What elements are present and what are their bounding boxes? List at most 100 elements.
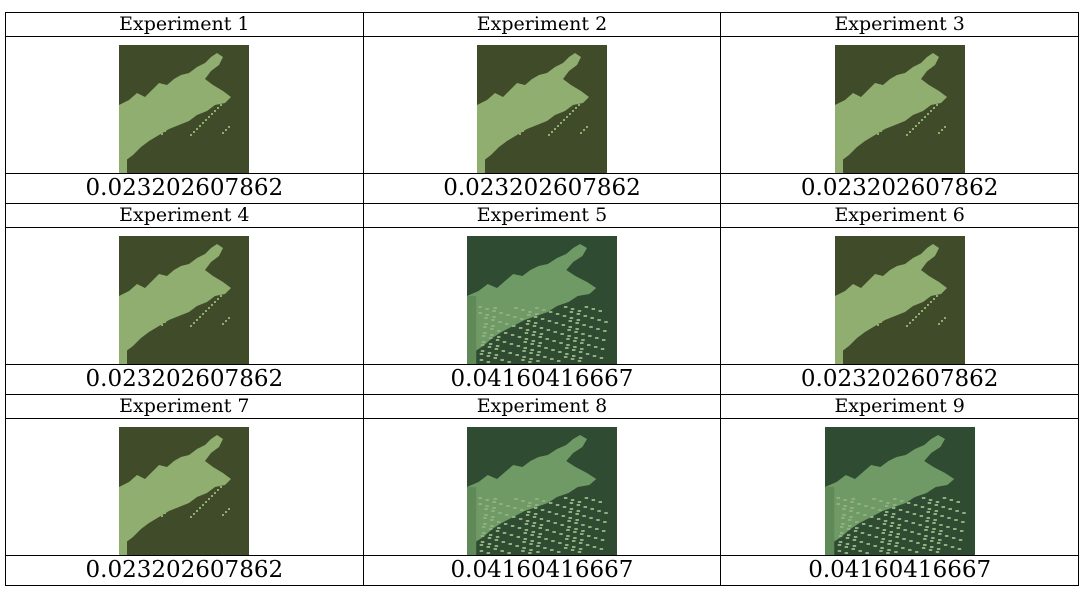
speckle xyxy=(226,98,229,100)
speckle xyxy=(524,523,529,525)
speckle xyxy=(837,544,841,546)
speckle xyxy=(525,323,530,325)
speckle xyxy=(907,549,912,551)
speckle xyxy=(569,317,574,319)
speckle xyxy=(553,522,557,524)
speckle xyxy=(914,316,917,318)
speckle xyxy=(908,131,911,133)
speckle xyxy=(591,308,596,310)
speckle xyxy=(881,538,885,540)
speckle xyxy=(561,515,566,517)
speckle xyxy=(547,134,550,136)
land-area xyxy=(824,435,954,547)
experiment-value: 0.023202607862 xyxy=(720,173,1079,204)
speckle xyxy=(555,504,560,506)
speckle xyxy=(585,544,590,546)
speckle xyxy=(576,510,581,512)
speckle xyxy=(480,350,485,352)
speckle xyxy=(208,307,211,309)
experiment-label: Experiment 5 xyxy=(362,203,722,228)
speckle xyxy=(147,117,150,119)
speckle xyxy=(961,512,966,514)
image-cell xyxy=(720,36,1079,174)
speckle xyxy=(159,296,162,298)
speckle xyxy=(927,502,931,504)
speckle xyxy=(222,323,225,325)
speckle xyxy=(167,318,170,320)
speckle xyxy=(568,320,572,322)
speckle xyxy=(852,545,856,547)
speckle xyxy=(905,325,908,327)
speckle xyxy=(156,299,159,301)
image-row xyxy=(5,36,1079,174)
speckle xyxy=(526,511,531,513)
speckle xyxy=(934,510,938,512)
speckle xyxy=(944,535,949,537)
speckle xyxy=(194,291,197,293)
speckle xyxy=(912,288,915,290)
speckle xyxy=(532,516,537,518)
speckle xyxy=(940,515,944,517)
experiment-value: 0.023202607862 xyxy=(5,364,364,395)
speckle xyxy=(161,324,164,326)
speckle xyxy=(159,105,162,107)
speckle xyxy=(876,324,879,326)
speckle xyxy=(220,295,223,297)
speckle xyxy=(578,357,583,359)
speckle xyxy=(852,539,856,541)
speckle xyxy=(509,343,514,345)
speckle xyxy=(940,129,943,131)
speckle xyxy=(532,331,537,333)
speckle xyxy=(950,546,954,548)
speckle xyxy=(191,294,194,296)
speckle xyxy=(582,324,586,326)
speckle xyxy=(586,344,591,346)
speckle xyxy=(197,479,200,481)
speckle xyxy=(908,540,913,542)
speckle xyxy=(568,326,572,328)
speckle xyxy=(559,342,563,344)
speckle xyxy=(875,527,879,529)
experiment-label: Experiment 8 xyxy=(362,394,722,419)
speckle xyxy=(877,509,882,511)
speckle xyxy=(905,134,908,136)
speckle xyxy=(577,551,582,553)
speckle xyxy=(191,103,194,105)
speckle xyxy=(565,116,568,118)
speckle xyxy=(506,314,510,316)
satellite-image xyxy=(119,427,250,555)
speckle xyxy=(897,524,901,526)
speckle xyxy=(205,310,208,312)
speckle xyxy=(561,324,566,326)
speckle xyxy=(838,535,842,537)
speckle xyxy=(949,499,953,501)
speckle xyxy=(493,498,497,500)
speckle xyxy=(958,539,962,541)
speckle xyxy=(485,314,489,316)
speckle xyxy=(162,102,165,104)
speckle xyxy=(532,325,537,327)
speckle xyxy=(906,294,909,296)
speckle xyxy=(156,490,159,492)
speckle xyxy=(850,501,854,503)
speckle xyxy=(926,304,929,306)
speckle xyxy=(520,318,524,320)
speckle xyxy=(862,514,867,516)
speckle xyxy=(583,98,586,100)
speckle xyxy=(529,352,533,354)
speckle xyxy=(882,127,885,129)
speckle xyxy=(943,126,946,128)
experiment-value: 0.04160416667 xyxy=(362,555,722,586)
experiment-value: 0.023202607862 xyxy=(5,173,364,204)
speckle xyxy=(890,522,894,524)
speckle xyxy=(957,548,961,550)
speckle xyxy=(589,326,593,328)
speckle xyxy=(550,549,554,551)
speckle xyxy=(582,129,585,131)
speckle xyxy=(513,507,517,509)
speckle xyxy=(179,306,182,308)
speckle xyxy=(498,321,502,323)
experiment-label: Experiment 9 xyxy=(720,394,1079,419)
speckle xyxy=(929,110,932,112)
speckle xyxy=(563,547,568,549)
